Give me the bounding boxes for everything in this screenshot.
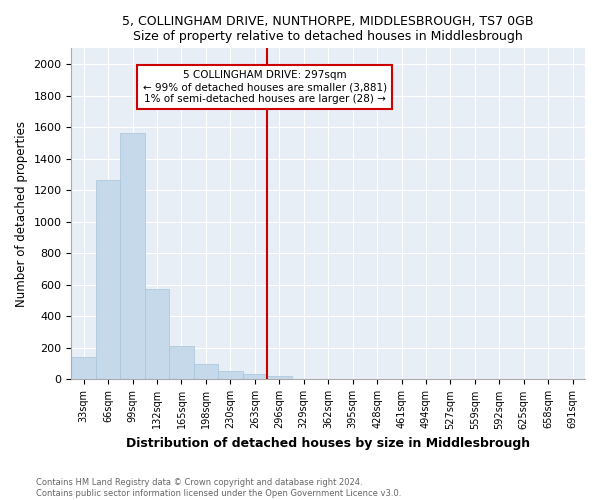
Bar <box>169 346 194 380</box>
Bar <box>292 378 316 380</box>
Title: 5, COLLINGHAM DRIVE, NUNTHORPE, MIDDLESBROUGH, TS7 0GB
Size of property relative: 5, COLLINGHAM DRIVE, NUNTHORPE, MIDDLESB… <box>122 15 534 43</box>
Bar <box>71 358 96 380</box>
Bar <box>96 180 121 380</box>
Bar <box>242 374 267 380</box>
Text: Contains HM Land Registry data © Crown copyright and database right 2024.
Contai: Contains HM Land Registry data © Crown c… <box>36 478 401 498</box>
Bar <box>267 376 292 380</box>
Bar <box>145 289 169 380</box>
Bar <box>194 364 218 380</box>
X-axis label: Distribution of detached houses by size in Middlesbrough: Distribution of detached houses by size … <box>126 437 530 450</box>
Text: 5 COLLINGHAM DRIVE: 297sqm
← 99% of detached houses are smaller (3,881)
1% of se: 5 COLLINGHAM DRIVE: 297sqm ← 99% of deta… <box>143 70 386 104</box>
Bar <box>316 378 340 380</box>
Bar <box>218 371 242 380</box>
Bar <box>121 132 145 380</box>
Y-axis label: Number of detached properties: Number of detached properties <box>15 121 28 307</box>
